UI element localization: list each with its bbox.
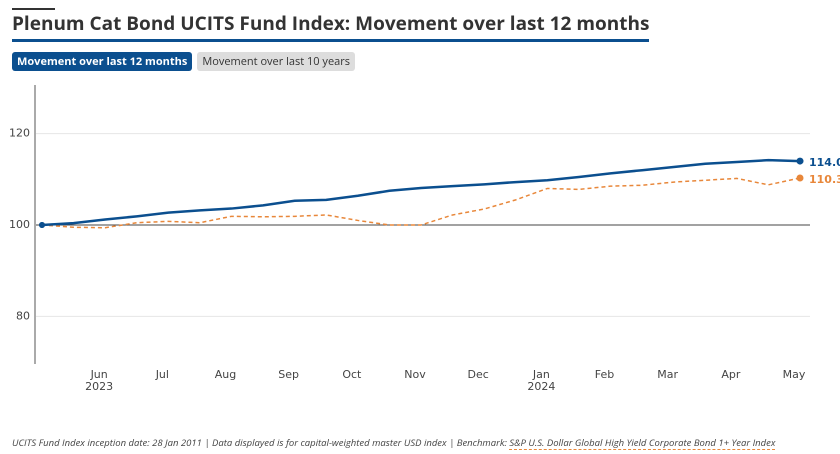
x-tick-label: Sep <box>278 368 299 381</box>
x-tick-label: Apr <box>721 368 741 381</box>
footer: UCITS Fund Index inception date: 28 Jan … <box>12 436 776 450</box>
tab[interactable]: Movement over last 12 months <box>12 52 193 71</box>
start-point <box>39 222 45 228</box>
end-label: 110.3 <box>809 173 840 186</box>
x-year-label: 2024 <box>527 380 555 393</box>
series-line <box>41 177 801 229</box>
series-line <box>41 158 801 227</box>
y-tick-label: 80 <box>16 309 30 322</box>
x-tick-label: Mar <box>657 368 678 381</box>
x-year-label: 2023 <box>85 380 113 393</box>
end-label: 114.0 <box>809 156 840 169</box>
benchmark-link[interactable]: S&P U.S. Dollar Global High Yield Corpor… <box>509 436 776 450</box>
title-accent <box>12 8 55 10</box>
page-title: Plenum Cat Bond UCITS Fund Index: Moveme… <box>12 10 650 42</box>
x-tick-label: Jul <box>155 368 169 381</box>
end-point <box>796 157 804 165</box>
x-tick-label: Feb <box>595 368 614 381</box>
x-tick-label: Jan <box>532 368 550 381</box>
y-tick-label: 120 <box>9 127 30 140</box>
end-point <box>796 174 804 182</box>
x-tick-label: Aug <box>215 368 236 381</box>
x-tick-label: Jun <box>90 368 108 381</box>
tab-bar: Movement over last 12 months Movement ov… <box>12 52 355 71</box>
x-tick-label: Nov <box>404 368 426 381</box>
x-tick-label: Oct <box>342 368 362 381</box>
x-tick-label: Dec <box>468 368 489 381</box>
y-tick-label: 100 <box>9 218 30 231</box>
footer-text: UCITS Fund Index inception date: 28 Jan … <box>12 436 510 449</box>
tab[interactable]: Movement over last 10 years <box>197 52 355 71</box>
x-tick-label: May <box>783 368 806 381</box>
